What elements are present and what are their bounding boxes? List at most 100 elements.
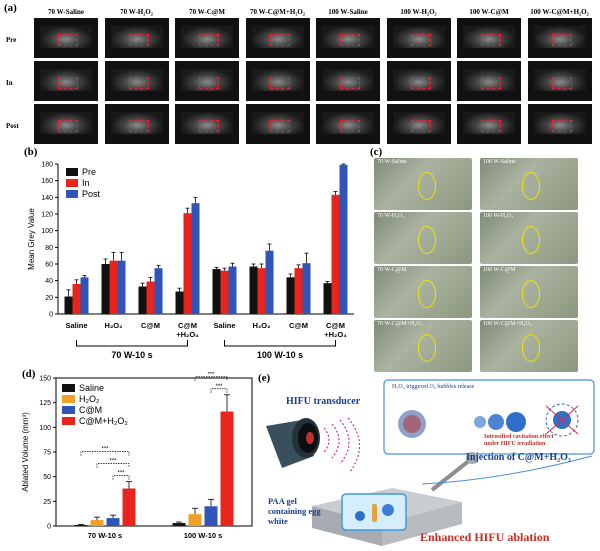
gel-photo-label: 70 W-Saline [377, 159, 407, 165]
ultrasound-image [34, 61, 98, 101]
roi-box [340, 77, 360, 89]
significance-label: *** [207, 372, 215, 378]
roi-box [340, 120, 360, 132]
group-bracket [76, 340, 188, 347]
ultrasound-image [175, 18, 239, 58]
ultrasound-image [104, 104, 169, 144]
ultrasound-image [316, 104, 380, 144]
y-tick-label: 125 [39, 400, 51, 407]
bubbles-icon [474, 412, 526, 432]
gel-photo-label: 100 W-H₂O₂ [483, 213, 514, 219]
ultrasound-image [457, 18, 521, 58]
bar-in [109, 260, 118, 314]
ultrasound-image [316, 61, 380, 101]
ultrasound-image [104, 18, 169, 58]
gel-photo: 70 W-Saline [374, 158, 472, 210]
roi-box [58, 120, 78, 132]
y-tick-label: 40 [45, 278, 53, 285]
bar-in [220, 270, 229, 314]
gel-photo-label: 70 W-H₂O₂ [377, 213, 405, 219]
gel-photo-label: 100 W-C@M [483, 267, 516, 273]
panel-e-label: (e) [258, 372, 271, 384]
bar-post [339, 164, 348, 314]
bar-post [117, 260, 126, 314]
ablation-zone-marker [522, 172, 540, 200]
column-header-5: 100 W-H₂O₂ [400, 8, 437, 16]
bar-post [154, 268, 163, 314]
gel-photo-label: 70 W-C@M+H₂O₂ [377, 321, 423, 327]
y-tick-label: 0 [49, 312, 53, 319]
ultrasound-image [527, 104, 592, 144]
legend-swatch [62, 406, 75, 414]
bar-in [257, 268, 266, 314]
panel-c-label: (c) [370, 146, 383, 158]
legend-label: C@M [79, 405, 102, 415]
ablation-zone-marker [418, 226, 436, 254]
significance-bracket [194, 376, 228, 381]
inset-effect-caption: Intensified cavitation effect under HIFU… [484, 434, 554, 447]
roi-box [269, 120, 290, 132]
y-tick-label: 160 [41, 178, 53, 185]
y-tick-label: 75 [43, 450, 51, 457]
gel-photo: 70 W-C@M+H₂O₂ [374, 320, 472, 372]
syringe-icon [430, 452, 478, 492]
legend-label: Post [82, 189, 101, 199]
ultrasound-image [527, 61, 592, 101]
x-tick-label: H₂O₂ [253, 321, 271, 330]
legend-swatch [66, 168, 78, 176]
ultrasound-image [175, 61, 239, 101]
chart-d-ablated-volume: 0 25 50 75 100 125 150 Ablated Volume (mm³) 70 W… [21, 372, 253, 540]
roi-box [481, 34, 501, 46]
ablation-zone-marker [522, 226, 540, 254]
bar-2 [106, 518, 120, 526]
x-tick-label: H₂O₂ [105, 321, 123, 330]
bar-pre [64, 296, 73, 314]
ultrasound-image [245, 104, 310, 144]
legend-swatch [66, 190, 78, 198]
injection-caption: Injection of C@M+H₂O₂ [466, 452, 571, 463]
gel-photo-label: 100 W-C@M+H₂O₂ [483, 321, 532, 327]
significance-bracket [96, 463, 130, 468]
ultrasound-image [386, 104, 451, 144]
gel-caption: PAA gel containing egg white [268, 496, 321, 526]
bar-pre [175, 291, 184, 314]
legend-swatch [62, 384, 75, 392]
legend-label: Pre [82, 167, 96, 177]
connector-line [421, 455, 593, 485]
roi-box [481, 77, 501, 89]
y-tick-label: 20 [45, 295, 53, 302]
legend-swatch [62, 395, 75, 403]
significance-label: *** [109, 459, 117, 465]
legend-label: Saline [79, 383, 104, 393]
panel-a-label: (a) [4, 2, 17, 14]
bar-in [183, 213, 192, 314]
row-header-pre: Pre [6, 36, 17, 44]
bar-post [302, 263, 311, 314]
group-bracket [224, 340, 336, 347]
gel-photo: 100 W-H₂O₂ [480, 212, 578, 264]
roi-box [269, 77, 290, 89]
y-tick-label: 150 [39, 376, 51, 383]
significance-label: *** [215, 384, 223, 390]
y-tick-label: 120 [41, 212, 53, 219]
x-tick-label-line2: +H₂O₄ [176, 330, 199, 339]
gel-photo-label: 70 W-C@M [377, 267, 407, 273]
legend-label: H₂O₂ [79, 394, 100, 404]
gel-photo: 70 W-C@M [374, 266, 472, 318]
result-caption: Enhanced HIFU ablation [420, 530, 550, 544]
roi-box [481, 120, 501, 132]
column-header-2: 70 W-C@M [189, 8, 225, 16]
bar-in [294, 268, 303, 314]
bar-2 [204, 506, 218, 526]
roi-box [199, 120, 219, 132]
roi-box [128, 34, 149, 46]
bar-post [228, 266, 237, 314]
roi-box [551, 34, 572, 46]
x-tick-label: C@M [178, 321, 197, 330]
ultrasound-image [245, 61, 310, 101]
transducer-caption: HIFU transducer [286, 396, 361, 407]
bar-post [80, 277, 89, 314]
ultrasound-image [527, 18, 592, 58]
chart-b-mean-grey-value: 0 20 40 60 80 100 120 140 160 180 Mean Grey Value S… [27, 162, 354, 360]
transducer-icon [266, 418, 320, 468]
